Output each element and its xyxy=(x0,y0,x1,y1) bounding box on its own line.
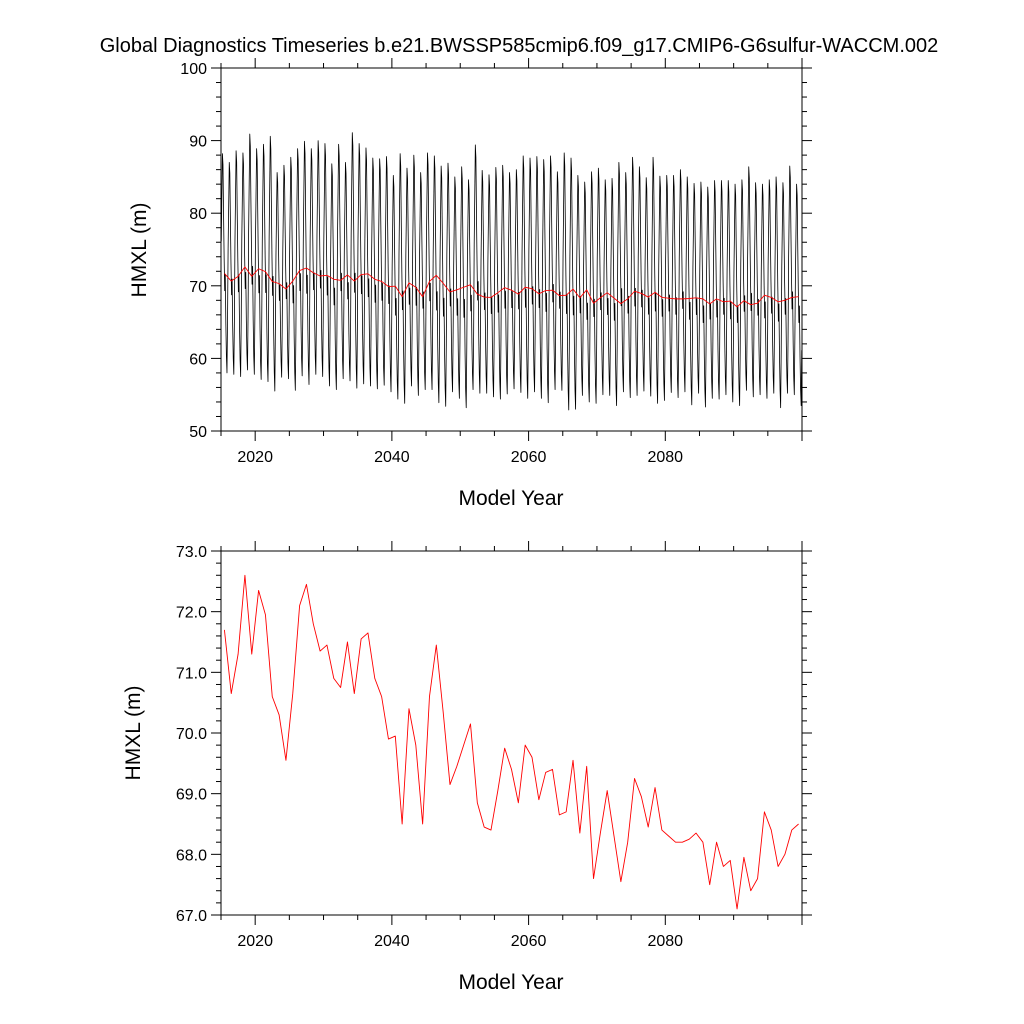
bottom-x-tick-label: 2020 xyxy=(237,933,273,950)
top-y-tick-label: 60 xyxy=(189,351,207,368)
bottom-y-tick-label: 72.0 xyxy=(176,605,207,622)
bottom-plot-frame xyxy=(220,550,803,916)
top-y-tick-label: 100 xyxy=(180,61,207,78)
bottom-y-tick-label: 68.0 xyxy=(176,847,207,864)
bottom-y-tick-label: 73.0 xyxy=(176,544,207,561)
top-monthly-series-line xyxy=(221,132,802,411)
bottom-y-tick-label: 70.0 xyxy=(176,726,207,743)
bottom-panel: Model Year HMXL (m) 2020 2040 2060 2080 67.0… xyxy=(122,541,812,994)
bottom-x-tick-label: 2080 xyxy=(647,933,683,950)
bottom-y-tick-label: 69.0 xyxy=(176,787,207,804)
bottom-y-tick-label: 67.0 xyxy=(176,908,207,925)
top-annual-series-line xyxy=(224,266,799,308)
bottom-x-tick-label: 2060 xyxy=(511,933,547,950)
bottom-y-axis-label: HMXL (m) xyxy=(122,686,145,781)
top-y-axis-label: HMXL (m) xyxy=(128,203,151,298)
top-panel: Model Year HMXL (m) 2020 2040 2060 2080 50 60… xyxy=(128,58,812,510)
top-x-tick-label: 2060 xyxy=(511,449,547,466)
bottom-x-tick-label: 2040 xyxy=(374,933,410,950)
top-x-tick-label: 2020 xyxy=(237,449,273,466)
chart-title: Global Diagnostics Timeseries b.e21.BWSS… xyxy=(100,35,939,57)
top-x-axis-label: Model Year xyxy=(458,487,563,510)
bottom-x-axis-label: Model Year xyxy=(458,971,563,994)
top-plot-frame xyxy=(220,67,803,432)
top-y-tick-label: 50 xyxy=(189,424,207,441)
top-y-tick-label: 80 xyxy=(189,206,207,223)
top-y-tick-label: 90 xyxy=(189,134,207,151)
top-x-tick-label: 2080 xyxy=(647,449,683,466)
top-y-tick-label: 70 xyxy=(189,279,207,296)
bottom-y-tick-label: 71.0 xyxy=(176,665,207,682)
top-x-tick-label: 2040 xyxy=(374,449,410,466)
bottom-annual-series-line xyxy=(223,574,799,910)
